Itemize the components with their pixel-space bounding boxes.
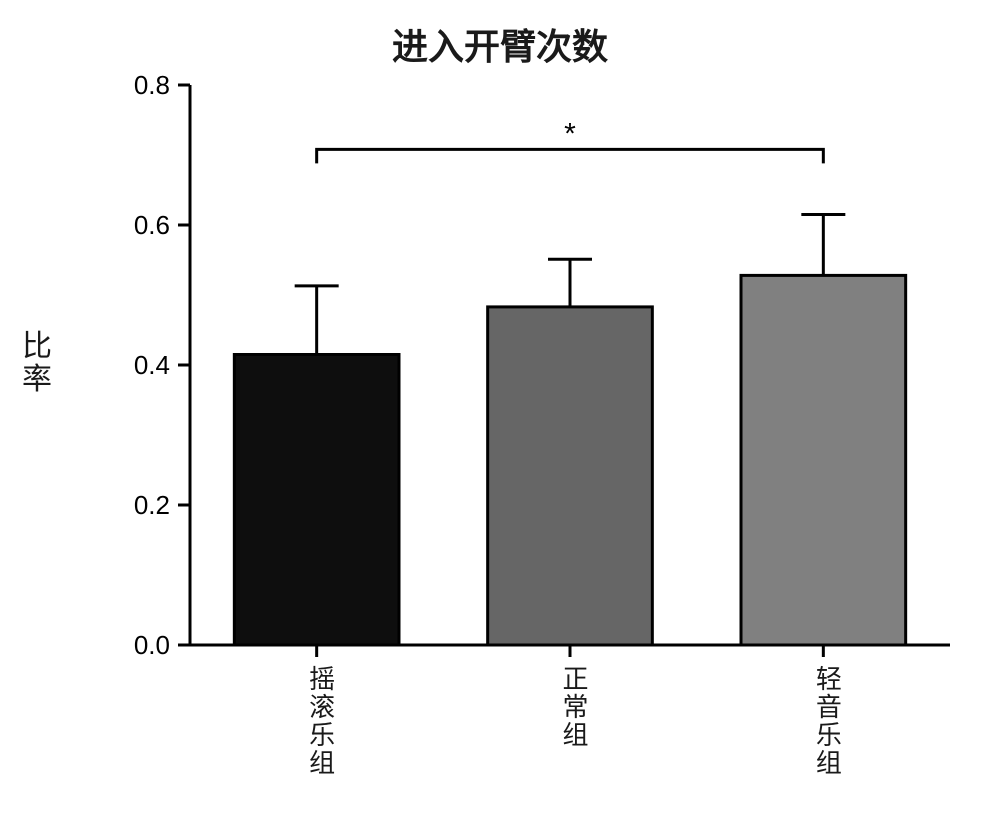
x-tick-label: 轻音乐组 [808, 665, 845, 777]
y-tick-label: 0.0 [134, 630, 170, 660]
y-tick-label: 0.4 [134, 350, 170, 380]
y-tick-label: 0.2 [134, 490, 170, 520]
bar-chart: 0.0 0.2 0.4 0.6 0.8 * [110, 75, 960, 675]
bar [488, 307, 653, 645]
y-axis-label: 比率 [22, 330, 52, 396]
x-tick-label: 摇滚乐组 [302, 665, 339, 777]
y-tick-label: 0.6 [134, 210, 170, 240]
bar [234, 355, 399, 646]
y-tick-label: 0.8 [134, 75, 170, 100]
chart-title: 进入开臂次数 [0, 18, 1000, 70]
bar [741, 275, 906, 645]
x-tick-label: 正常组 [555, 665, 592, 749]
significance-marker: * [564, 117, 576, 150]
